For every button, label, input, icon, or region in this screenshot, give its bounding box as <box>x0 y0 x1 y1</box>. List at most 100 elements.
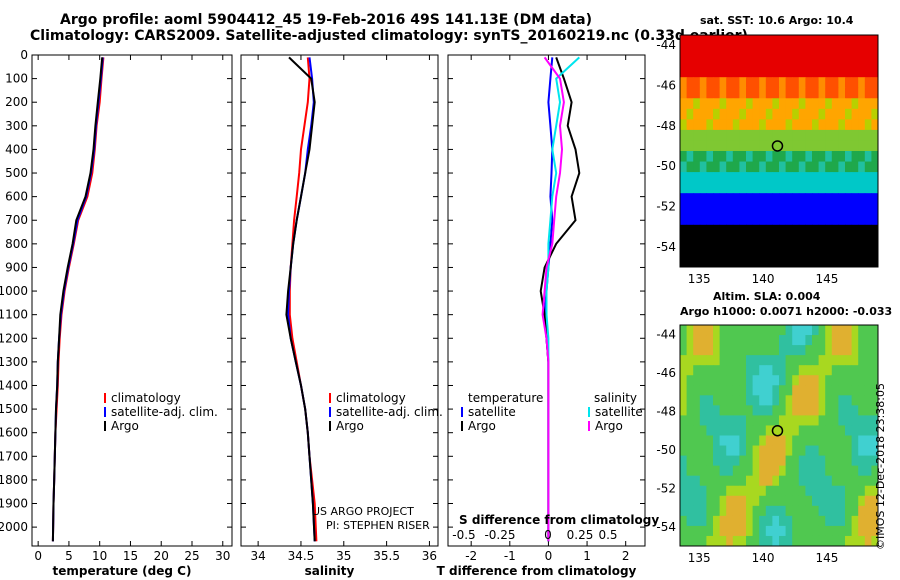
sst-map-cell <box>851 77 859 89</box>
sst-map-cell <box>858 214 866 226</box>
sst-map-cell <box>825 66 833 78</box>
sla-map-cell <box>818 335 826 346</box>
sla-map-cell <box>772 445 780 457</box>
depth-tick-label: 2000 <box>0 520 28 534</box>
sla-map-cell <box>746 325 754 336</box>
sla-map-cell <box>713 465 721 477</box>
sst-map-cell <box>812 161 820 173</box>
sla-map-cell <box>845 435 853 447</box>
sst-map-cell <box>719 56 727 68</box>
sst-map-cell <box>765 193 773 205</box>
sla-map-cell <box>726 445 734 457</box>
sst-map-cell <box>864 140 872 152</box>
sst-map-cell <box>785 151 793 163</box>
sst-map-cell <box>851 66 859 78</box>
sla-map-cell <box>851 385 859 396</box>
sla-map-cell <box>851 505 859 517</box>
sla-map-cell <box>726 535 734 547</box>
sst-map-cell <box>713 98 721 110</box>
sla-map-cell <box>713 345 721 356</box>
sla-map-cell <box>739 535 747 547</box>
sst-map-cell <box>851 256 859 268</box>
sla-map-cell <box>805 535 813 547</box>
sla-map-cell <box>812 365 820 376</box>
sla-map-cell <box>772 345 780 356</box>
sla-map-cell <box>838 455 846 467</box>
sla-map-cell <box>825 325 833 336</box>
sst-map-cell <box>825 56 833 68</box>
sst-map-cell <box>732 87 740 99</box>
depth-tick-label: 200 <box>5 95 28 109</box>
sla-map-cell <box>798 395 806 406</box>
sst-map-cell <box>792 193 800 205</box>
sst-map-cell <box>680 203 688 215</box>
sst-map-cell <box>680 119 688 131</box>
sst-map-cell <box>765 256 773 268</box>
sst-map-cell <box>851 214 859 226</box>
sst-map-cell <box>825 119 833 131</box>
sst-map-cell <box>805 119 813 131</box>
sla-map-cell <box>845 445 853 457</box>
sst-map-cell <box>785 193 793 205</box>
sla-map-cell <box>746 495 754 507</box>
sst-map-cell <box>732 98 740 110</box>
depth-tick-label: 1300 <box>0 355 28 369</box>
sst-map-cell <box>732 161 740 173</box>
sla-map-cell <box>871 535 879 547</box>
sla-map-cell <box>739 375 747 386</box>
sla-map-cell <box>699 365 707 376</box>
sst-map-cell <box>726 224 734 236</box>
sla-map-cell <box>871 435 879 447</box>
sla-map-cell <box>706 535 714 547</box>
sst-map-cell <box>779 245 787 257</box>
sla-map-cell <box>713 405 721 416</box>
sla-map-cell <box>831 345 839 356</box>
sst-map-cell <box>680 161 688 173</box>
sla-map-cell <box>851 465 859 477</box>
sla-map-cell <box>792 515 800 527</box>
sst-map-cell <box>798 108 806 120</box>
sla-map-cell <box>818 325 826 336</box>
sla-map-cell <box>864 375 872 386</box>
sla-map-cell <box>792 405 800 416</box>
sst-map-cell <box>739 235 747 247</box>
sla-map-cell <box>825 365 833 376</box>
sst-map-cell <box>871 35 879 47</box>
sla-map-cell <box>746 535 754 547</box>
sla-map-cell <box>785 505 793 517</box>
sla-map-cell <box>752 335 760 346</box>
temperature-profile-frame <box>31 54 233 547</box>
sst-map-cell <box>719 214 727 226</box>
sst-map-cell <box>746 56 754 68</box>
sla-map-cell <box>851 495 859 507</box>
sla-map-cell <box>864 345 872 356</box>
sst-map-cell <box>864 224 872 236</box>
sst-map-cell <box>746 129 754 141</box>
sla-map-cell <box>825 355 833 366</box>
sst-map-cell <box>792 245 800 257</box>
sla-map-cell <box>713 505 721 517</box>
sst-map-cell <box>805 172 813 184</box>
sla-map-cell <box>719 375 727 386</box>
sla-map-cell <box>693 535 701 547</box>
sla-map-cell <box>871 455 879 467</box>
sla-map-cell <box>680 365 688 376</box>
sla-map-cell <box>765 405 773 416</box>
sla-map-cell <box>871 325 879 336</box>
sla-map-cell <box>699 385 707 396</box>
sst-map-cell <box>739 98 747 110</box>
sla-map-cell <box>693 395 701 406</box>
sst-map-cell <box>812 214 820 226</box>
sst-map-cell <box>746 98 754 110</box>
sla-map-cell <box>805 495 813 507</box>
sst-map-cell <box>831 245 839 257</box>
sst-map-cell <box>680 193 688 205</box>
sst-map-cell <box>726 161 734 173</box>
sst-map-cell <box>798 77 806 89</box>
sst-map-cell <box>831 224 839 236</box>
sla-map-cell <box>864 395 872 406</box>
sst-map-cell <box>812 172 820 184</box>
sst-map-cell <box>858 66 866 78</box>
sla-map-cell <box>706 485 714 497</box>
sst-map-cell <box>798 203 806 215</box>
